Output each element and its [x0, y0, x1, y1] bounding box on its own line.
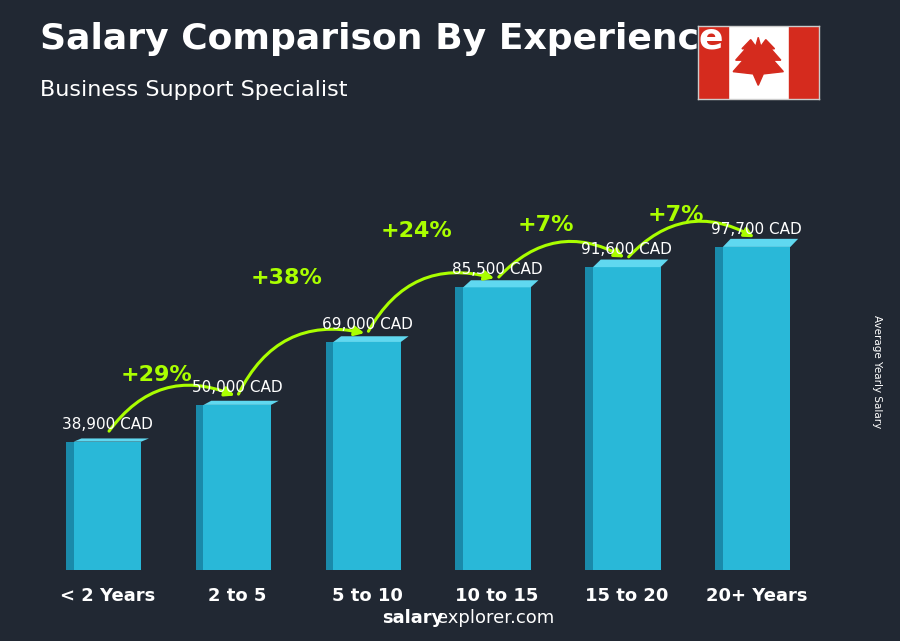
Polygon shape — [593, 260, 669, 267]
Polygon shape — [715, 247, 723, 570]
Text: 91,600 CAD: 91,600 CAD — [581, 242, 672, 257]
Polygon shape — [734, 37, 783, 85]
Text: Salary Comparison By Experience: Salary Comparison By Experience — [40, 22, 724, 56]
Bar — [593, 267, 661, 570]
Polygon shape — [333, 337, 409, 342]
Text: 97,700 CAD: 97,700 CAD — [711, 222, 802, 237]
Polygon shape — [203, 401, 279, 405]
Polygon shape — [464, 280, 538, 287]
Text: 85,500 CAD: 85,500 CAD — [452, 262, 542, 278]
Bar — [723, 247, 790, 570]
Text: Business Support Specialist: Business Support Specialist — [40, 80, 348, 100]
Text: +24%: +24% — [381, 221, 453, 241]
Polygon shape — [723, 239, 798, 247]
Bar — [333, 342, 400, 570]
Bar — [74, 442, 141, 570]
Text: +29%: +29% — [121, 365, 193, 385]
Polygon shape — [74, 438, 149, 442]
Polygon shape — [455, 287, 464, 570]
Polygon shape — [66, 442, 74, 570]
Text: 38,900 CAD: 38,900 CAD — [62, 417, 153, 432]
Polygon shape — [326, 342, 333, 570]
Polygon shape — [585, 267, 593, 570]
Text: +38%: +38% — [250, 268, 322, 288]
Bar — [698, 26, 728, 99]
Polygon shape — [195, 405, 203, 570]
Text: 50,000 CAD: 50,000 CAD — [192, 380, 283, 395]
Text: +7%: +7% — [648, 204, 705, 224]
Bar — [203, 405, 271, 570]
Text: 69,000 CAD: 69,000 CAD — [321, 317, 412, 332]
Text: Average Yearly Salary: Average Yearly Salary — [872, 315, 883, 428]
Text: explorer.com: explorer.com — [436, 609, 554, 627]
Bar — [788, 26, 819, 99]
Text: salary: salary — [382, 609, 444, 627]
Text: +7%: +7% — [518, 215, 574, 235]
Bar — [464, 287, 531, 570]
